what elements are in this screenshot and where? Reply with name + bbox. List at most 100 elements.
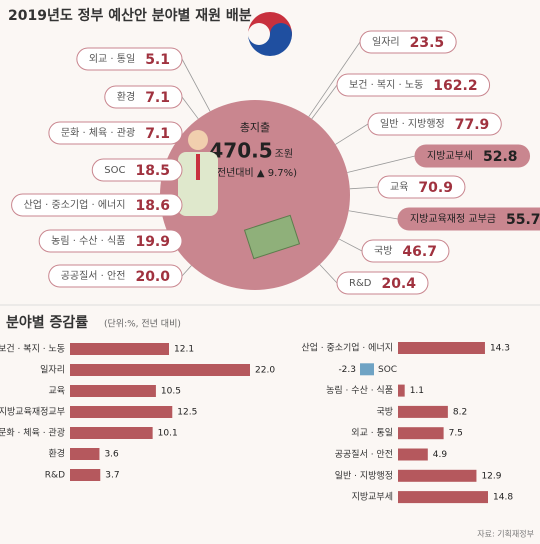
pill (361, 239, 450, 263)
source: 자료: 기획재정부 (477, 529, 534, 539)
category-label: 농림 · 수산 · 식품 (326, 384, 393, 396)
callout-pill: 보건 · 복지 · 노동 162.2 (336, 73, 491, 97)
leader-line (181, 96, 199, 120)
pill (48, 264, 183, 288)
value-label: 70.9 (418, 180, 453, 196)
value-label: 20.4 (381, 276, 416, 292)
bar (398, 342, 485, 354)
bar (398, 384, 405, 397)
value-label: 12.9 (481, 471, 501, 481)
callout-pill: 국방 46.7 (361, 239, 450, 263)
category-label: R&D (45, 471, 65, 481)
category-label: SOC (104, 165, 125, 176)
pill (336, 271, 429, 295)
value-label: 4.9 (433, 450, 448, 460)
value-label: 7.1 (145, 126, 170, 142)
pill (76, 47, 183, 71)
value-label: 12.5 (177, 408, 197, 418)
value-label: 8.2 (453, 407, 467, 417)
category-label: 국방 (374, 245, 392, 257)
bar-subtitle: (단위:%, 전년 대비) (104, 319, 181, 330)
decor-money (243, 214, 301, 260)
bar (70, 469, 101, 481)
category-label: 일자리 (372, 36, 400, 48)
change-note: (전년대비 ▲ 9.7%) (213, 167, 297, 179)
pill (359, 30, 457, 54)
change-bars: 보건 · 복지 · 노동 12.1 일자리 22.0 교육 10.5 지방교육재정교부 12.… (0, 342, 513, 504)
category-label: 일반 · 지방행정 (380, 118, 445, 130)
value-label: 7.1 (145, 90, 170, 106)
bar (398, 405, 448, 418)
value-label: 18.5 (135, 163, 170, 179)
bar (70, 448, 100, 460)
value-label: 12.1 (174, 345, 194, 355)
category-label: 보건 · 복지 · 노동 (0, 344, 65, 355)
category-label: 국방 (376, 406, 393, 417)
category-label: 외교 · 통일 (89, 53, 135, 65)
bar (70, 427, 153, 439)
callout-pill: 일자리 23.5 (359, 30, 457, 54)
category-label: 외교 · 통일 (351, 427, 393, 439)
leader-line (311, 84, 338, 120)
category-label: 환경 (117, 90, 135, 103)
value-label: 3.7 (105, 471, 119, 481)
category-label: 문화 · 체육 · 관광 (61, 127, 135, 139)
category-label: 산업 · 중소기업 · 에너지 (24, 198, 126, 211)
leader-line (308, 41, 361, 117)
value-label: 22.0 (255, 366, 275, 376)
pill (397, 207, 540, 231)
pill (377, 175, 466, 199)
pill (104, 85, 183, 109)
value-label: 46.7 (402, 244, 437, 260)
bar (360, 363, 374, 376)
category-label: 일자리 (40, 365, 65, 376)
callout-pill: 공공질서 · 안전 20.0 (48, 264, 183, 288)
leader-line (319, 264, 338, 284)
callout-pill: 지방교부세 52.8 (414, 144, 531, 168)
value-label: 18.6 (135, 198, 170, 214)
category-label: 산업 · 중소기업 · 에너지 (301, 343, 393, 354)
category-label: 지방교부세 (352, 492, 393, 503)
value-label: 77.9 (455, 117, 490, 133)
category-label: 지방교육재정교부 (0, 407, 65, 418)
value-label: 14.8 (493, 493, 513, 503)
pill (414, 144, 531, 168)
total-value: 470.5 (209, 139, 272, 163)
leader-line (181, 265, 192, 277)
callout-pill: 교육 70.9 (377, 175, 466, 199)
leader-line (347, 155, 416, 173)
bar (70, 406, 173, 418)
value-label: 1.1 (410, 386, 424, 396)
value-label: 20.0 (135, 269, 170, 285)
category-label: 일반 · 지방행정 (335, 469, 393, 481)
category-label: 공공질서 · 안전 (335, 448, 393, 460)
title: 2019년도 정부 예산안 분야별 재원 배분 (8, 7, 252, 24)
category-label: 농림 · 수산 · 식품 (51, 235, 125, 247)
value-label: 162.2 (433, 78, 477, 94)
category-label: 지방교부세 (427, 150, 473, 162)
leader-line (338, 238, 363, 252)
callout-pill: 일반 · 지방행정 77.9 (367, 112, 502, 136)
value-label: 10.5 (161, 387, 181, 397)
leader-line (335, 123, 369, 145)
pill (336, 73, 491, 97)
callout-pill: R&D 20.4 (336, 271, 429, 295)
bar (398, 491, 488, 504)
bar (398, 469, 477, 482)
pill (38, 229, 183, 253)
category-label: 공공질서 · 안전 (61, 270, 126, 282)
pill (91, 158, 183, 182)
bar (70, 364, 250, 376)
value-label: -2.3 (338, 365, 356, 375)
decor-person (178, 152, 218, 216)
callout-pill: 외교 · 통일 5.1 (76, 47, 183, 71)
pill (48, 121, 183, 145)
value-label: 7.5 (449, 429, 463, 439)
category-label: 보건 · 복지 · 노동 (349, 79, 423, 91)
total-circle (160, 100, 350, 290)
callout-pill: 지방교육재정 교부금 55.7 (397, 207, 540, 231)
value-label: 55.7 (506, 212, 540, 228)
pill (11, 193, 183, 217)
